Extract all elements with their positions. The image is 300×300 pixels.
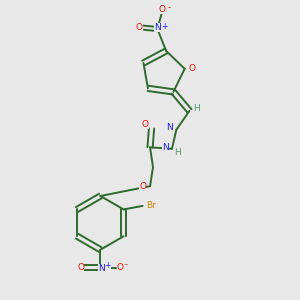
Text: N: N <box>167 123 173 132</box>
Text: O: O <box>188 64 196 73</box>
Text: +: + <box>104 261 111 270</box>
Text: N: N <box>154 23 161 32</box>
Text: O: O <box>117 263 124 272</box>
Text: H: H <box>194 104 200 113</box>
Text: N: N <box>98 264 105 273</box>
Text: O: O <box>77 263 84 272</box>
Text: O: O <box>142 120 148 129</box>
Text: -: - <box>168 3 171 12</box>
Text: H: H <box>174 148 181 157</box>
Text: +: + <box>161 22 167 31</box>
Text: N: N <box>162 143 169 152</box>
Text: O: O <box>139 182 146 190</box>
Text: Br: Br <box>146 201 156 210</box>
Text: O: O <box>158 5 165 14</box>
Text: -: - <box>124 260 128 269</box>
Text: O: O <box>136 23 142 32</box>
